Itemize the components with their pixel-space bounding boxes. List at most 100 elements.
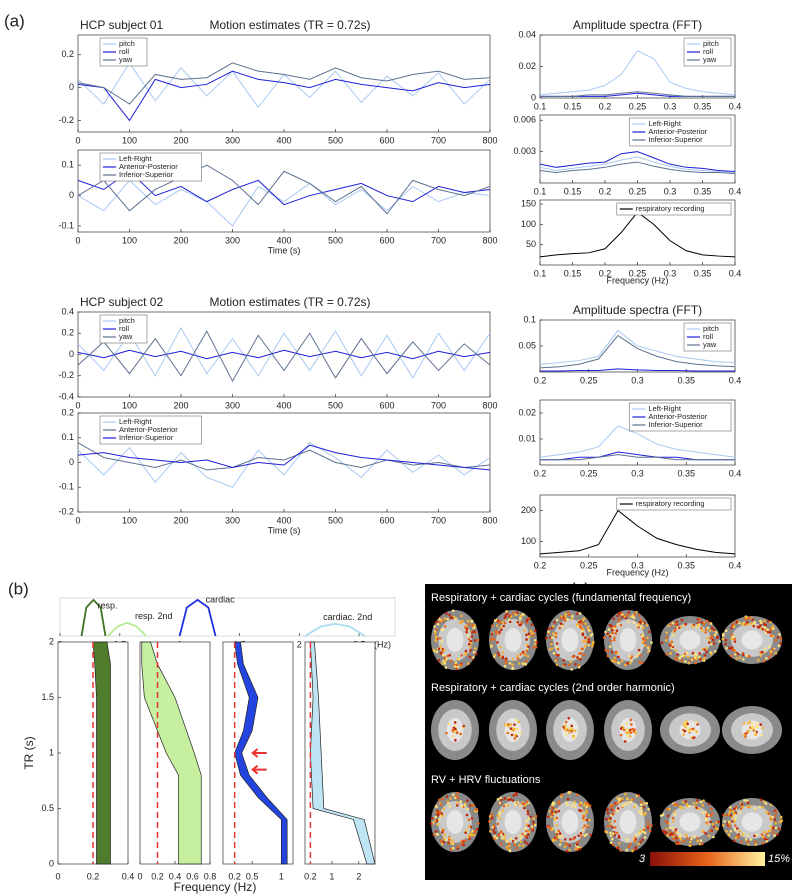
activation [472, 650, 476, 654]
activation [711, 823, 715, 826]
activation [519, 652, 523, 656]
activation [764, 623, 767, 627]
activation [635, 610, 638, 614]
x-tick-label: 700 [431, 235, 446, 245]
activation [606, 811, 610, 815]
activation [767, 834, 770, 837]
activation [739, 807, 743, 810]
activation [515, 611, 519, 614]
activation [503, 621, 507, 625]
activation [570, 730, 573, 733]
activation [631, 849, 634, 853]
activation [430, 822, 433, 826]
activation [516, 727, 519, 731]
activation [684, 622, 688, 626]
activation [498, 630, 501, 634]
activation [453, 721, 457, 724]
x-tick-label: 0.3 [664, 186, 677, 196]
activation [606, 654, 610, 658]
activation [722, 824, 725, 827]
x-tick-label: 0.4 [729, 101, 742, 111]
activation [525, 643, 528, 647]
activation [722, 634, 725, 637]
activation [514, 836, 518, 840]
activation [705, 647, 708, 650]
activation [436, 814, 440, 817]
activation [436, 809, 439, 813]
activation [756, 725, 759, 729]
x-tick-label: 0 [75, 135, 80, 145]
activation [766, 628, 769, 631]
activation [675, 620, 679, 624]
activation [513, 843, 517, 847]
activation [519, 731, 522, 735]
activation [490, 624, 494, 628]
activation [604, 648, 608, 652]
activation [442, 807, 446, 811]
activation [509, 797, 512, 801]
activation [733, 819, 737, 823]
y-tick-label: 0.003 [513, 146, 536, 156]
activation [779, 815, 783, 819]
activation [754, 843, 758, 846]
activation [641, 838, 644, 842]
activation [703, 654, 707, 657]
activation [769, 815, 772, 818]
activation [451, 846, 455, 850]
activation [730, 637, 733, 641]
activation [687, 661, 691, 665]
activation [774, 652, 778, 655]
activation [454, 617, 458, 620]
activation [637, 842, 640, 846]
activation [639, 830, 642, 833]
series-line [539, 161, 736, 175]
activation [474, 652, 478, 656]
activation [435, 819, 439, 822]
activation [582, 640, 585, 643]
activation [611, 631, 615, 635]
legend-label: Anterior-Posterior [648, 412, 707, 421]
activation [762, 835, 765, 839]
activation [577, 620, 581, 624]
activation [779, 641, 783, 645]
activation [519, 840, 523, 844]
activation [524, 827, 528, 831]
activation [710, 642, 713, 646]
activation [628, 661, 632, 665]
activation [735, 657, 738, 660]
activation [460, 840, 464, 843]
y-tick-label: -0.1 [58, 220, 74, 230]
activation [686, 722, 689, 726]
activation [605, 817, 608, 821]
activation [550, 806, 554, 809]
colorbar [650, 852, 765, 866]
activation [692, 736, 696, 739]
activation [761, 726, 764, 730]
activation [468, 804, 472, 807]
activation [513, 803, 517, 807]
activation [748, 654, 751, 658]
activation [446, 800, 450, 803]
activation [516, 657, 520, 661]
x-tick-label: 0.3 [664, 101, 677, 111]
activation [643, 831, 647, 835]
panel-title: Respiratory + cardiac cycles (fundamenta… [431, 592, 691, 604]
activation [618, 841, 621, 845]
activation [546, 825, 550, 829]
activation [625, 722, 629, 725]
activation [501, 621, 504, 624]
activation [566, 797, 570, 801]
activation [710, 636, 713, 640]
legend-box [616, 497, 732, 511]
activation [604, 830, 608, 834]
activation [665, 631, 668, 634]
x-tick-label: 200 [173, 400, 188, 410]
series-line [77, 62, 491, 105]
activation [676, 653, 679, 656]
activation [679, 625, 683, 629]
activation [614, 650, 618, 654]
x-tick-label: 0.25 [580, 560, 598, 570]
activation [750, 728, 754, 732]
activation [774, 639, 778, 642]
activation [759, 654, 763, 657]
